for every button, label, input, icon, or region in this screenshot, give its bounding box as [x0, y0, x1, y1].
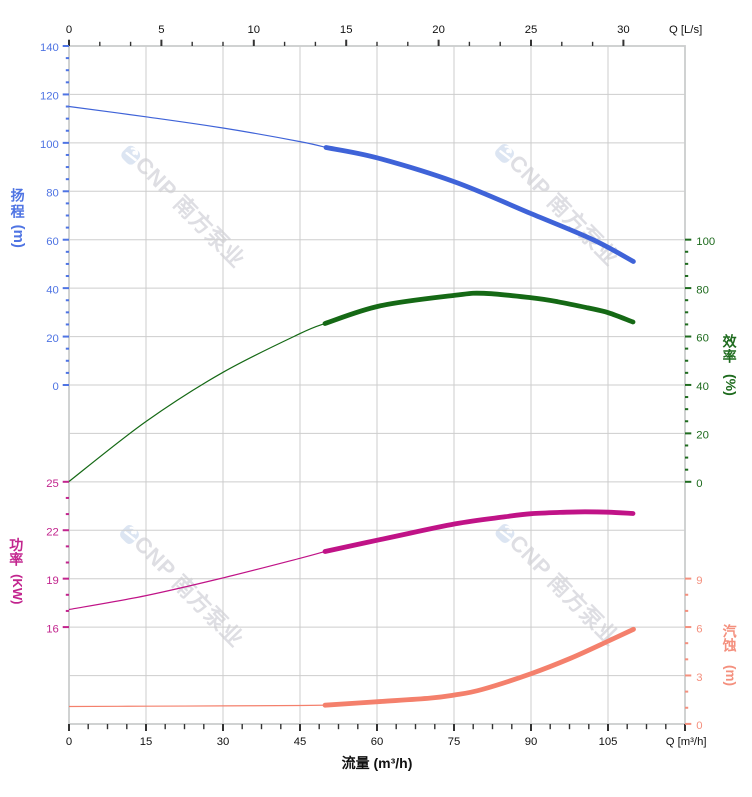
svg-text:15: 15: [340, 24, 353, 36]
svg-text:30: 30: [217, 736, 230, 748]
svg-text:9: 9: [696, 575, 702, 587]
svg-text:(m): (m): [723, 665, 738, 686]
svg-text:25: 25: [46, 478, 59, 490]
svg-text:20: 20: [432, 24, 445, 36]
svg-text:120: 120: [40, 91, 59, 103]
svg-text:6: 6: [696, 623, 702, 635]
svg-text:22: 22: [46, 526, 59, 538]
svg-text:10: 10: [248, 24, 261, 36]
svg-text:100: 100: [696, 236, 715, 248]
svg-text:16: 16: [46, 623, 59, 635]
svg-text:15: 15: [140, 736, 153, 748]
svg-text:20: 20: [46, 333, 59, 345]
svg-text:(KW): (KW): [10, 574, 25, 604]
svg-text:5: 5: [158, 24, 164, 36]
svg-text:0: 0: [66, 736, 72, 748]
svg-text:19: 19: [46, 575, 59, 587]
svg-text:率: 率: [723, 348, 737, 364]
svg-text:100: 100: [40, 139, 59, 151]
svg-text:20: 20: [696, 430, 709, 442]
svg-text:0: 0: [696, 720, 702, 732]
svg-text:(%): (%): [723, 374, 739, 396]
svg-text:扬: 扬: [11, 188, 25, 204]
svg-text:蚀: 蚀: [722, 638, 737, 654]
svg-text:40: 40: [696, 381, 709, 393]
svg-text:Q [L/s]: Q [L/s]: [669, 24, 702, 36]
svg-text:30: 30: [617, 24, 630, 36]
svg-text:60: 60: [696, 333, 709, 345]
svg-text:程: 程: [11, 203, 25, 219]
svg-text:3: 3: [696, 672, 702, 684]
svg-text:25: 25: [525, 24, 538, 36]
svg-text:75: 75: [448, 736, 461, 748]
svg-text:0: 0: [53, 381, 59, 393]
svg-text:90: 90: [525, 736, 538, 748]
svg-text:0: 0: [66, 24, 72, 36]
svg-text:45: 45: [294, 736, 307, 748]
svg-text:(m): (m): [10, 225, 27, 248]
svg-text:汽: 汽: [723, 624, 737, 640]
svg-text:60: 60: [371, 736, 384, 748]
svg-text:105: 105: [599, 736, 618, 748]
svg-text:80: 80: [46, 188, 59, 200]
svg-text:40: 40: [46, 284, 59, 296]
svg-text:效: 效: [723, 334, 738, 350]
svg-text:140: 140: [40, 42, 59, 54]
svg-text:率: 率: [9, 552, 23, 568]
svg-text:80: 80: [696, 284, 709, 296]
svg-text:Q [m³/h]: Q [m³/h]: [666, 736, 707, 748]
svg-text:流量 (m³/h): 流量 (m³/h): [342, 755, 413, 771]
svg-text:60: 60: [46, 236, 59, 248]
svg-text:0: 0: [696, 478, 702, 490]
svg-text:功: 功: [9, 537, 23, 553]
